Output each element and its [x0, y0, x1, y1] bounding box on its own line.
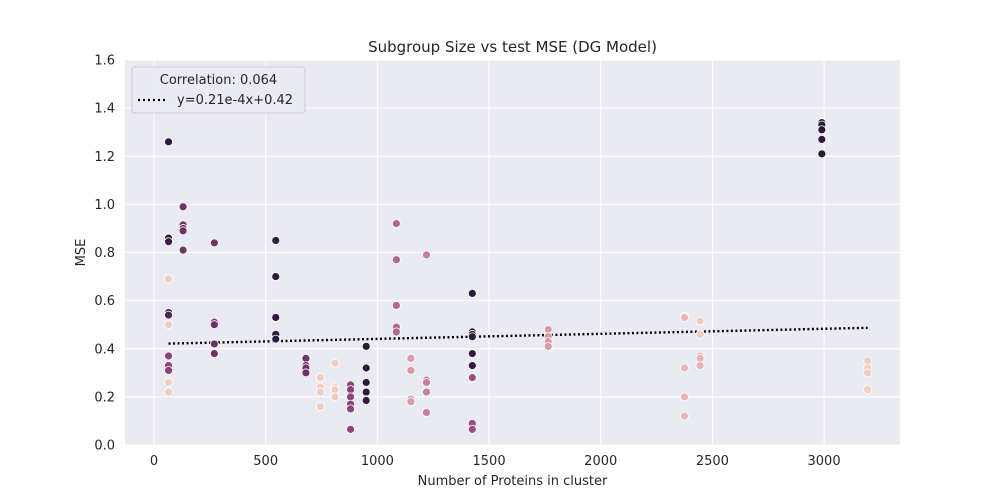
- data-point: [543, 341, 553, 351]
- data-point: [467, 349, 477, 358]
- data-point: [817, 125, 827, 135]
- data-point: [361, 396, 371, 405]
- y-tick-label: 1.6: [94, 54, 115, 69]
- data-point: [164, 310, 173, 320]
- data-point: [271, 334, 281, 344]
- data-point: [422, 378, 431, 387]
- data-point: [467, 332, 477, 342]
- grid-lines: [125, 59, 900, 446]
- y-tick-label: 0.4: [94, 342, 115, 357]
- x-tick-label: 2500: [696, 454, 729, 469]
- data-point: [209, 339, 219, 349]
- data-point: [680, 313, 689, 322]
- x-tick-label: 1000: [361, 454, 394, 469]
- data-point: [391, 301, 401, 310]
- data-point: [467, 424, 477, 434]
- y-tick-label: 1.4: [94, 102, 115, 117]
- y-tick-label: 1.0: [94, 198, 115, 213]
- legend: Correlation: 0.064 y=0.21e-4x+0.42: [131, 66, 306, 114]
- y-axis-label: MSE: [74, 239, 89, 267]
- x-axis-ticks: 0 500 1000 1500 2000 2500 3000: [150, 454, 841, 469]
- data-point: [361, 387, 371, 397]
- data-point: [817, 149, 827, 159]
- data-point: [164, 387, 173, 397]
- data-point: [301, 368, 311, 378]
- data-point: [346, 385, 355, 395]
- x-axis-label: Number of Proteins in cluster: [418, 474, 608, 489]
- data-point: [301, 353, 311, 363]
- data-point: [346, 392, 355, 402]
- data-point: [178, 226, 188, 236]
- y-tick-label: 0.8: [94, 246, 115, 261]
- data-point: [422, 387, 431, 397]
- data-point: [817, 135, 827, 144]
- y-axis-ticks: 0.0 0.2 0.4 0.6 0.8 1.0 1.2 1.4 1.6: [94, 54, 115, 454]
- y-tick-label: 0.6: [94, 294, 115, 309]
- legend-entry-label: y=0.21e-4x+0.42: [177, 93, 293, 108]
- data-point: [178, 202, 188, 212]
- x-tick-label: 1500: [473, 454, 506, 469]
- data-point: [178, 245, 188, 255]
- data-point: [316, 402, 325, 411]
- data-point: [467, 289, 477, 298]
- data-point: [863, 385, 873, 395]
- data-point: [361, 363, 371, 373]
- x-tick-label: 500: [253, 454, 278, 469]
- data-point: [164, 366, 173, 375]
- y-tick-label: 0.0: [94, 439, 115, 454]
- data-point: [467, 361, 477, 370]
- data-point: [316, 373, 325, 383]
- data-point: [271, 313, 281, 322]
- data-point: [680, 411, 689, 421]
- chart-title: Subgroup Size vs test MSE (DG Model): [368, 38, 657, 56]
- data-point: [271, 236, 281, 245]
- data-point: [361, 341, 371, 351]
- data-point: [164, 320, 173, 330]
- x-tick-label: 0: [150, 454, 158, 469]
- data-point: [271, 272, 281, 281]
- data-point: [209, 320, 219, 330]
- data-point: [164, 237, 173, 247]
- data-point: [346, 424, 355, 434]
- data-point: [695, 329, 705, 339]
- data-point: [680, 363, 689, 373]
- data-point: [406, 353, 416, 363]
- data-point: [422, 408, 431, 417]
- y-tick-label: 0.2: [94, 390, 115, 405]
- data-point: [863, 356, 873, 366]
- data-point: [680, 392, 689, 402]
- data-point: [316, 387, 325, 397]
- data-point: [330, 392, 340, 402]
- legend-title: Correlation: 0.064: [160, 73, 277, 88]
- data-point: [467, 373, 477, 383]
- data-point: [406, 366, 416, 375]
- data-point: [209, 238, 219, 248]
- data-point: [543, 325, 553, 334]
- data-point: [391, 219, 401, 229]
- data-point: [346, 404, 355, 414]
- data-point: [695, 361, 705, 370]
- data-point: [695, 316, 705, 326]
- data-point: [695, 353, 705, 363]
- legend-box: [131, 66, 306, 114]
- data-point: [422, 250, 431, 260]
- data-point: [361, 378, 371, 387]
- data-point: [863, 368, 873, 378]
- data-point: [406, 397, 416, 407]
- x-tick-label: 2000: [584, 454, 617, 469]
- data-points: [164, 118, 873, 434]
- data-point: [164, 378, 173, 387]
- y-tick-label: 1.2: [94, 150, 115, 165]
- data-point: [330, 358, 340, 368]
- data-point: [164, 351, 173, 361]
- data-point: [391, 327, 401, 337]
- data-point: [209, 349, 219, 358]
- data-point: [330, 385, 340, 395]
- data-point: [164, 274, 173, 284]
- x-tick-label: 3000: [808, 454, 841, 469]
- data-point: [164, 137, 173, 147]
- data-point: [391, 255, 401, 265]
